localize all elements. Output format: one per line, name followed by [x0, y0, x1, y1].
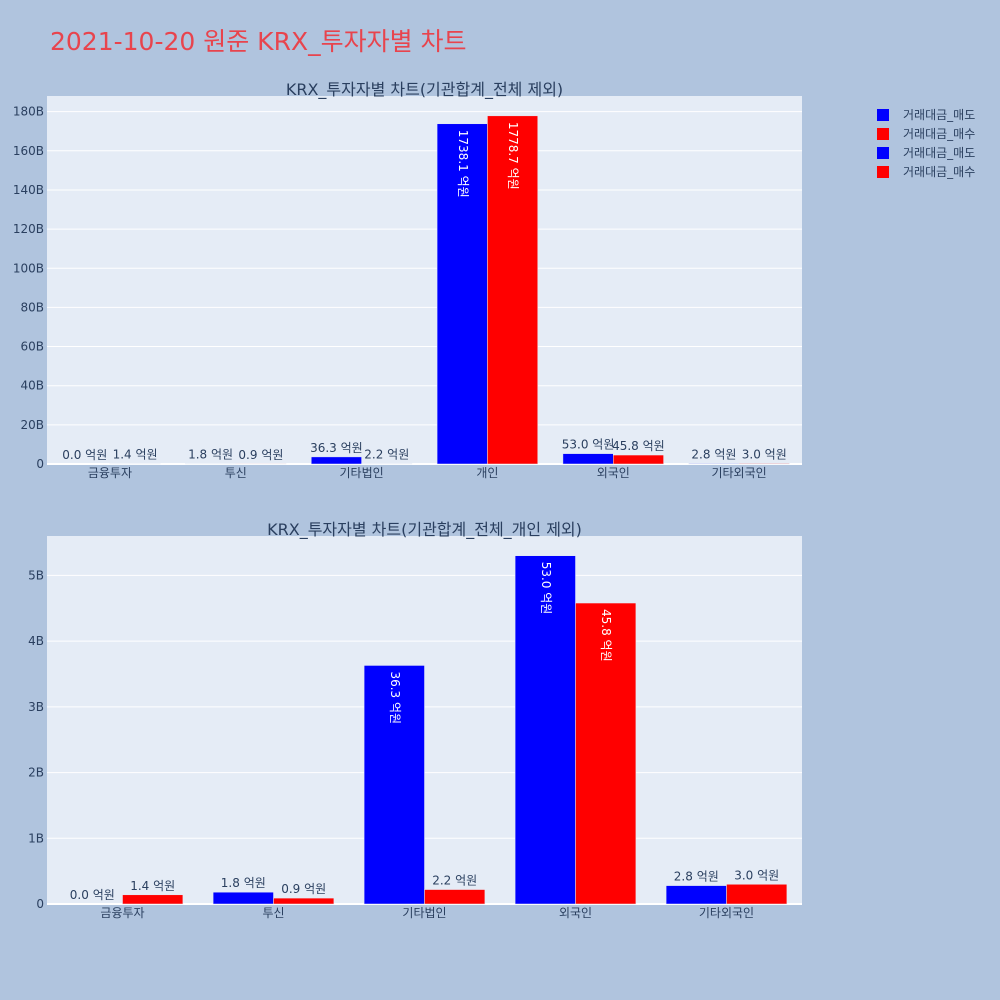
bar[interactable] — [575, 602, 637, 905]
bar-value-label: 53.0 억원 — [539, 562, 553, 615]
bar[interactable] — [665, 885, 727, 905]
subplot-title: KRX_투자자별 차트(기관합계_전체 제외) — [286, 80, 563, 100]
y-tick-label: 5B — [28, 568, 44, 582]
legend-item-label[interactable]: 거래대금_매도 — [903, 108, 975, 122]
bar-value-label: 0.9 억원 — [238, 448, 283, 462]
y-tick-label: 100B — [13, 261, 44, 275]
y-tick-label: 180B — [13, 105, 44, 119]
bar-value-label: 1.4 억원 — [130, 879, 175, 893]
bar[interactable] — [738, 463, 790, 465]
chart-investor-excl-individual: 0 1B 2B 3B 4B 5B KRX_투자자별 차트(기관합계_전체_개인 제외) 금융투… — [28, 520, 802, 920]
chart-investor-all: 0 20B 40B 60B 80B 100B 120B 140B 160B 180B KRX_투자자… — [13, 80, 802, 480]
bar-value-label: 1778.7 억원 — [506, 122, 520, 190]
x-tick-label: 외국인 — [597, 466, 630, 480]
bar[interactable] — [726, 884, 788, 905]
bar-value-label: 3.0 억원 — [734, 868, 779, 882]
bar[interactable] — [688, 463, 740, 465]
bar-value-label: 45.8 억원 — [612, 439, 665, 453]
bar-value-label: 1.4 억원 — [113, 448, 158, 462]
bar-value-label: 36.3 억원 — [310, 441, 363, 455]
bar-value-label: 1.8 억원 — [221, 876, 266, 890]
x-tick-label: 금융투자 — [100, 906, 144, 920]
bar[interactable] — [424, 889, 486, 905]
bar-value-label: 2.8 억원 — [691, 447, 736, 461]
page-title: 2021-10-20 원준 KRX_투자자별 차트 — [50, 27, 467, 56]
bar[interactable] — [122, 894, 184, 905]
bar-value-label: 1.8 억원 — [188, 448, 233, 462]
y-tick-label: 3B — [28, 700, 44, 714]
x-tick-label: 기타외국인 — [711, 466, 766, 480]
y-tick-label: 0 — [36, 457, 44, 471]
x-tick-label: 외국인 — [559, 906, 592, 920]
bar[interactable] — [273, 897, 335, 905]
bar[interactable] — [212, 891, 274, 905]
legend-swatch — [877, 128, 889, 140]
bar[interactable] — [363, 665, 425, 905]
legend-swatch — [877, 147, 889, 159]
bar-value-label: 2.2 억원 — [432, 874, 477, 888]
bar[interactable] — [514, 555, 576, 905]
bar[interactable] — [487, 115, 538, 465]
y-tick-label: 80B — [20, 300, 44, 314]
bar[interactable] — [436, 123, 488, 465]
legend-swatch — [877, 166, 889, 178]
y-tick-label: 1B — [28, 831, 44, 845]
legend-item-label[interactable]: 거래대금_매도 — [903, 146, 975, 160]
x-tick-label: 투신 — [225, 466, 247, 480]
y-tick-label: 20B — [20, 418, 44, 432]
x-tick-label: 개인 — [476, 466, 498, 480]
subplot-title: KRX_투자자별 차트(기관합계_전체_개인 제외) — [267, 520, 582, 540]
x-tick-label: 투신 — [262, 906, 284, 920]
bar[interactable] — [562, 453, 614, 465]
x-tick-label: 기타법인 — [402, 906, 446, 920]
bar-value-label: 2.2 억원 — [364, 448, 409, 462]
bar-value-label: 3.0 억원 — [742, 447, 787, 461]
y-tick-label: 120B — [13, 222, 44, 236]
x-tick-label: 기타법인 — [339, 466, 383, 480]
y-tick-label: 160B — [13, 144, 44, 158]
bar-value-label: 45.8 억원 — [599, 609, 613, 662]
y-tick-label: 4B — [28, 634, 44, 648]
y-tick-label: 140B — [13, 183, 44, 197]
bar[interactable] — [613, 454, 664, 465]
bar-value-label: 0.9 억원 — [281, 882, 326, 896]
y-tick-label: 0 — [36, 897, 44, 911]
x-tick-label: 기타외국인 — [699, 906, 754, 920]
bar-value-label: 53.0 억원 — [562, 438, 615, 452]
bar-value-label: 0.0 억원 — [70, 888, 115, 902]
bar[interactable] — [311, 456, 362, 465]
y-tick-label: 40B — [20, 379, 44, 393]
bar-value-label: 36.3 억원 — [388, 671, 402, 724]
bar-value-label: 2.8 억원 — [674, 870, 719, 884]
legend-item-label[interactable]: 거래대금_매수 — [903, 127, 975, 141]
legend-item-label[interactable]: 거래대금_매수 — [903, 165, 975, 179]
legend-swatch — [877, 109, 889, 121]
x-tick-label: 금융투자 — [88, 466, 132, 480]
y-tick-label: 60B — [20, 340, 44, 354]
bar-value-label: 1738.1 억원 — [456, 130, 470, 198]
bar-value-label: 0.0 억원 — [62, 448, 107, 462]
plot-area — [47, 96, 802, 464]
y-tick-label: 2B — [28, 766, 44, 780]
